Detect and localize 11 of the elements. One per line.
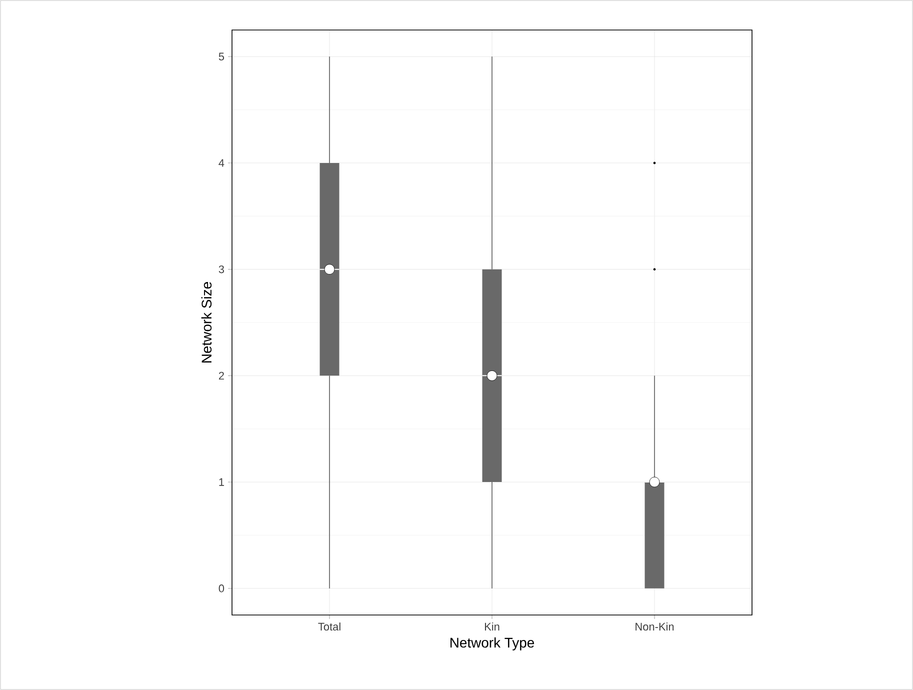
y-tick-label: 4: [218, 159, 224, 167]
x-axis-title: Network Type: [450, 637, 534, 650]
y-tick-label: 3: [218, 265, 224, 274]
x-tick-label: Total: [318, 622, 340, 631]
y-axis-title: Network Size: [201, 282, 212, 362]
y-tick-label: 1: [219, 478, 224, 486]
y-tick-label: 2: [218, 372, 224, 380]
x-tick-label: Kin: [484, 622, 500, 630]
y-tick-label: 0: [218, 584, 224, 592]
y-tick-label: 5: [218, 52, 224, 60]
x-tick-label: Non-Kin: [636, 622, 674, 631]
